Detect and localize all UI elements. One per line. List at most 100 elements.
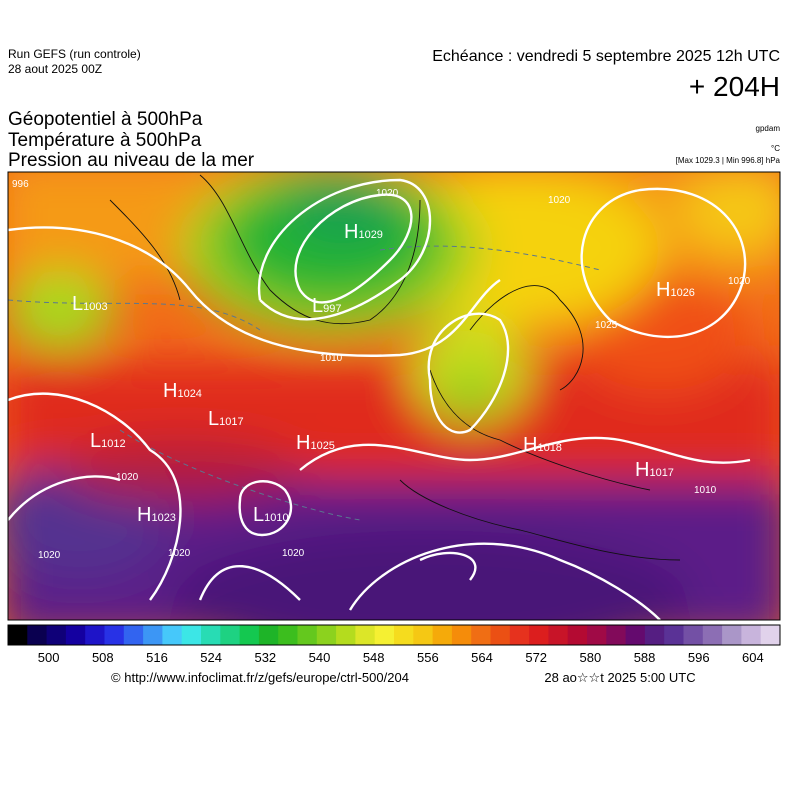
center-value: 1024 xyxy=(177,388,201,400)
center-type: H xyxy=(635,459,649,481)
pressure-center: L1003 xyxy=(72,293,108,315)
field-label: Pression au niveau de la mer xyxy=(8,150,255,171)
color-swatch xyxy=(664,625,684,645)
color-swatch xyxy=(760,625,781,645)
colorbar-tick-label: 508 xyxy=(92,650,114,665)
pressure-center: L1010 xyxy=(253,504,289,526)
pressure-center: H1026 xyxy=(656,279,695,301)
unit-label: gpdam xyxy=(756,124,781,133)
center-type: L xyxy=(90,430,101,452)
center-value: 1017 xyxy=(219,416,243,428)
color-swatch xyxy=(297,625,318,645)
colorbar-tick-label: 580 xyxy=(580,650,602,665)
color-swatch xyxy=(432,625,453,645)
center-type: L xyxy=(312,295,323,317)
isobar-label: 1020 xyxy=(38,550,61,561)
color-swatch xyxy=(316,625,337,645)
run-date: 28 aout 2025 00Z xyxy=(8,62,102,76)
echeance: Echéance : vendredi 5 septembre 2025 12h… xyxy=(432,48,780,65)
colorbar-tick-label: 572 xyxy=(525,650,547,665)
color-swatch xyxy=(451,625,472,645)
center-value: 1026 xyxy=(670,287,694,299)
color-swatch xyxy=(567,625,588,645)
color-swatch xyxy=(27,625,48,645)
center-type: H xyxy=(523,434,537,456)
field-label: Température à 500hPa xyxy=(8,130,202,151)
pressure-center: H1023 xyxy=(137,504,176,526)
color-swatch xyxy=(702,625,723,645)
colorbar-tick-label: 548 xyxy=(363,650,385,665)
center-type: L xyxy=(72,293,83,315)
colorbar-tick-label: 540 xyxy=(309,650,331,665)
horizon: + 204H xyxy=(689,71,780,102)
colorbar-tick-label: 532 xyxy=(254,650,276,665)
pressure-center: L997 xyxy=(312,295,341,317)
pressure-center: H1029 xyxy=(344,221,383,243)
colorbar-tick-label: 604 xyxy=(742,650,764,665)
color-swatch xyxy=(587,625,607,645)
color-swatch xyxy=(490,625,511,645)
center-value: 997 xyxy=(323,303,341,315)
center-type: H xyxy=(296,432,310,454)
color-swatch xyxy=(239,625,260,645)
color-swatch xyxy=(278,625,298,645)
color-swatch xyxy=(123,625,144,645)
pressure-center: H1024 xyxy=(163,380,202,402)
color-swatch xyxy=(509,625,530,645)
center-value: 1010 xyxy=(264,512,288,524)
color-swatch xyxy=(413,625,434,645)
colorbar-tick-label: 556 xyxy=(417,650,439,665)
color-swatch xyxy=(85,625,105,645)
colorbar-tick-label: 596 xyxy=(688,650,710,665)
color-swatch xyxy=(374,625,395,645)
center-type: L xyxy=(253,504,264,526)
unit-label: [Max 1029.3 | Min 996.8] hPa xyxy=(676,156,781,165)
color-swatch xyxy=(220,625,241,645)
colorbar-tick-label: 524 xyxy=(200,650,222,665)
color-swatch xyxy=(355,625,376,645)
isobar-label: 1020 xyxy=(168,548,191,559)
center-type: L xyxy=(208,408,219,430)
colorbar-tick-label: 588 xyxy=(634,650,656,665)
color-swatch xyxy=(471,625,491,645)
color-swatch xyxy=(46,625,67,645)
isobar-label: 1025 xyxy=(595,320,618,331)
isobar-label: 1010 xyxy=(320,353,343,364)
color-swatch xyxy=(8,625,28,645)
color-swatch xyxy=(336,625,356,645)
colorbar-tick-label: 516 xyxy=(146,650,168,665)
center-type: H xyxy=(137,504,151,526)
color-swatch xyxy=(104,625,125,645)
center-value: 1018 xyxy=(537,442,561,454)
color-swatch xyxy=(644,625,665,645)
color-swatch xyxy=(722,625,742,645)
generated-time: 28 ao☆☆t 2025 5:00 UTC xyxy=(544,670,695,685)
pressure-center: L1017 xyxy=(208,408,244,430)
isobar-label: 1020 xyxy=(116,472,139,483)
color-swatch xyxy=(65,625,86,645)
color-swatch xyxy=(683,625,704,645)
run-label: Run GEFS (run controle) xyxy=(8,47,141,61)
center-type: H xyxy=(344,221,358,243)
pressure-center: H1017 xyxy=(635,459,674,481)
colorbar: 500 508 516 524 532 540 548 556 564 572 580 588 596 6… xyxy=(7,624,781,665)
isobar-label: 1020 xyxy=(548,195,571,206)
isobar-label: 996 xyxy=(12,179,29,190)
center-type: H xyxy=(656,279,670,301)
color-swatch xyxy=(741,625,762,645)
center-value: 1029 xyxy=(358,229,382,241)
colorbar-frame xyxy=(7,624,781,646)
color-swatch xyxy=(548,625,569,645)
source: © http://www.infoclimat.fr/z/gefs/europe… xyxy=(111,670,409,685)
center-value: 1017 xyxy=(649,467,673,479)
color-swatch xyxy=(258,625,279,645)
map-frame xyxy=(7,171,781,621)
map: H1029 L997 L1003 H1024 L1017 L1012 H1025… xyxy=(8,172,780,620)
color-swatch xyxy=(606,625,627,645)
isobar-label: 1010 xyxy=(694,485,717,496)
color-swatch xyxy=(181,625,202,645)
field-label: Géopotentiel à 500hPa xyxy=(8,109,203,130)
color-swatch xyxy=(201,625,221,645)
color-swatch xyxy=(625,625,646,645)
